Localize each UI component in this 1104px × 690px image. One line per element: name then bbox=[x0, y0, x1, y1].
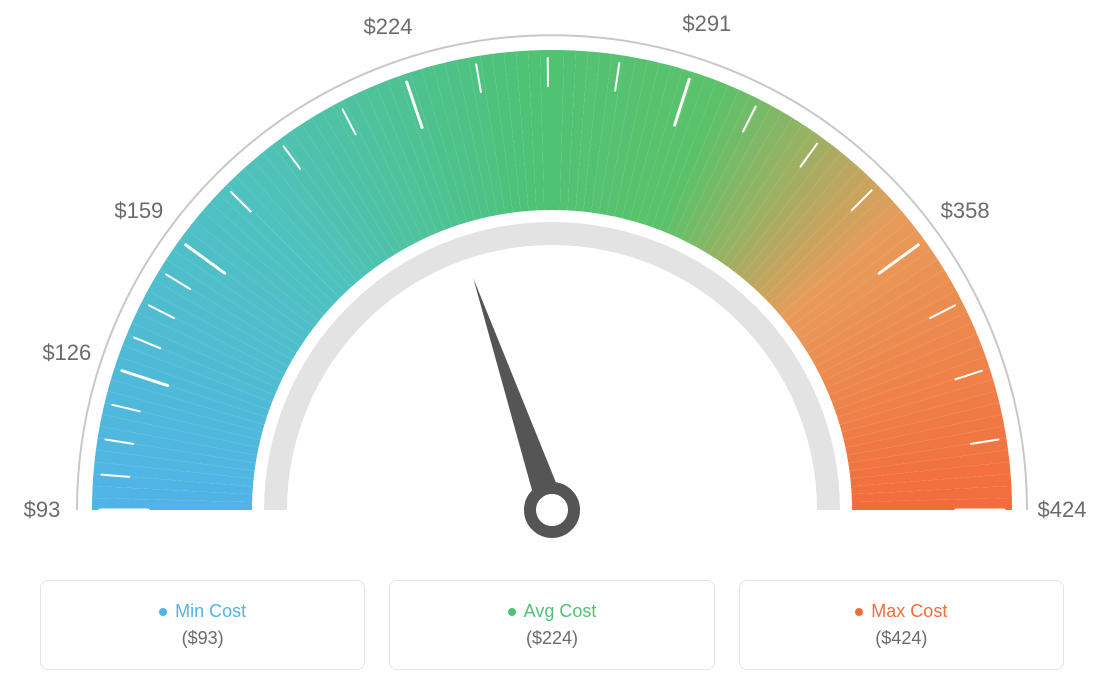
legend-avg-dot bbox=[508, 608, 516, 616]
legend-card-avg: Avg Cost ($224) bbox=[389, 580, 714, 670]
gauge-tick-label: $159 bbox=[114, 198, 163, 224]
legend-avg-label: Avg Cost bbox=[524, 601, 597, 622]
legend-min-label: Min Cost bbox=[175, 601, 246, 622]
legend-row: Min Cost ($93) Avg Cost ($224) Max Cost … bbox=[40, 580, 1064, 670]
gauge-tick-label: $424 bbox=[1038, 497, 1087, 523]
gauge-tick-label: $126 bbox=[42, 340, 91, 366]
legend-avg-label-row: Avg Cost bbox=[508, 601, 597, 622]
legend-max-label-row: Max Cost bbox=[855, 601, 947, 622]
legend-min-label-row: Min Cost bbox=[159, 601, 246, 622]
legend-min-dot bbox=[159, 608, 167, 616]
legend-min-value: ($93) bbox=[182, 628, 224, 649]
legend-max-dot bbox=[855, 608, 863, 616]
gauge-tick-label: $224 bbox=[363, 14, 412, 40]
gauge-tick-label: $291 bbox=[682, 11, 731, 37]
gauge-tick-label: $358 bbox=[941, 198, 990, 224]
legend-card-min: Min Cost ($93) bbox=[40, 580, 365, 670]
cost-gauge-container: $93 $126 $159 $224 $291 $358 $424 Min Cost ($9… bbox=[0, 0, 1104, 690]
legend-max-label: Max Cost bbox=[871, 601, 947, 622]
gauge-tick-label: $93 bbox=[24, 497, 61, 523]
legend-card-max: Max Cost ($424) bbox=[739, 580, 1064, 670]
legend-max-value: ($424) bbox=[875, 628, 927, 649]
gauge-svg bbox=[0, 0, 1104, 560]
gauge-chart: $93 $126 $159 $224 $291 $358 $424 bbox=[0, 0, 1104, 560]
legend-avg-value: ($224) bbox=[526, 628, 578, 649]
